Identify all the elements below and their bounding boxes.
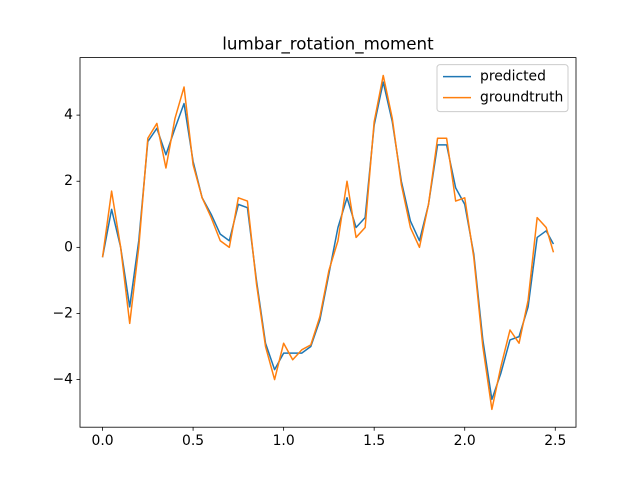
x-tick-label: 0.0 [91, 433, 113, 449]
y-tick-label: −2 [53, 305, 73, 321]
x-tick-label: 1.0 [273, 433, 295, 449]
y-tick-label: 2 [64, 173, 73, 189]
data-line [101, 81, 555, 401]
y-tick-label: −4 [53, 372, 74, 388]
x-tick-label: 0.5 [182, 433, 204, 449]
x-tick-label: 2.0 [454, 433, 476, 449]
y-tick-label: 4 [64, 107, 73, 123]
axes-frame [79, 57, 577, 428]
data-line [101, 74, 555, 411]
x-tick-label: 2.5 [544, 433, 566, 449]
x-tick-label: 1.5 [363, 433, 385, 449]
chart-title: lumbar_rotation_moment [222, 34, 434, 55]
legend-label: predicted [480, 69, 546, 85]
legend-label: groundtruth [480, 90, 563, 106]
y-tick-label: 0 [64, 239, 73, 255]
